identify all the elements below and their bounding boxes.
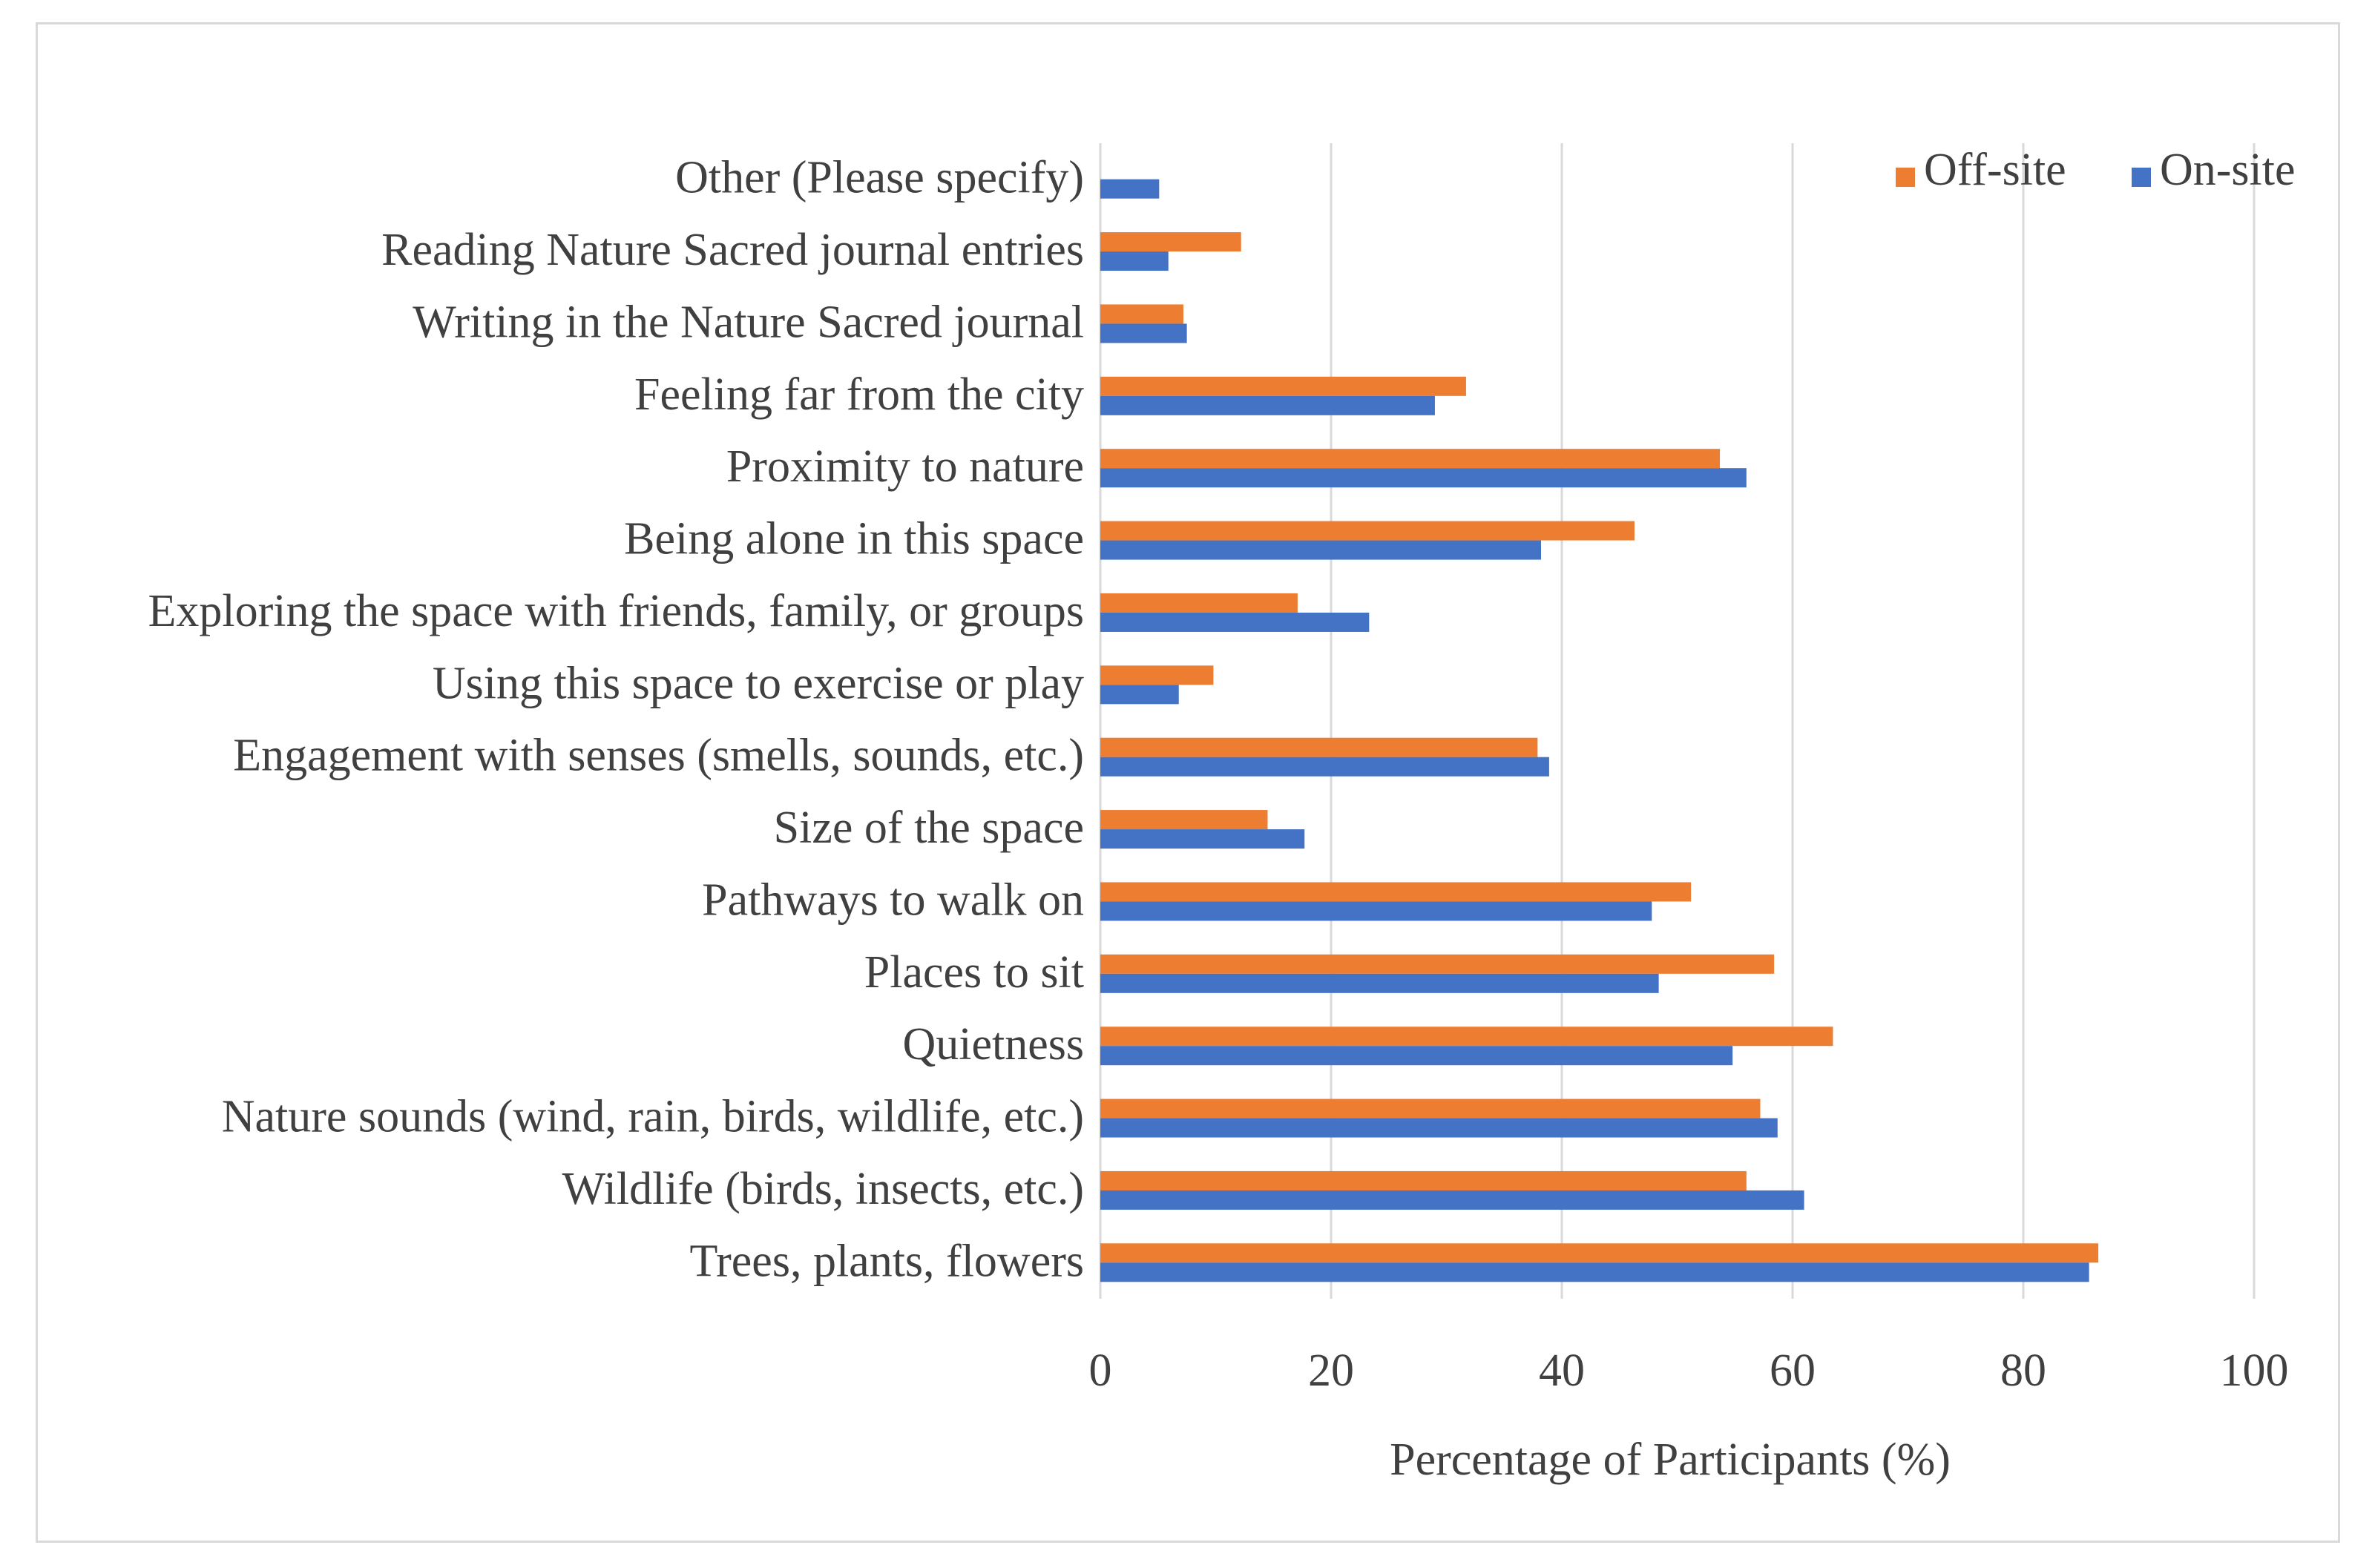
x-tick-label-40: 40 bbox=[1539, 1345, 1585, 1396]
legend: Off-site On-site bbox=[1896, 145, 2296, 195]
bar-off-site-size-of-the-space bbox=[1100, 810, 1268, 830]
bar-on-site-places-to-sit bbox=[1100, 973, 1659, 993]
category-label-writing-in-the-nature-sacred-journal: Writing in the Nature Sacred journal bbox=[413, 297, 1084, 347]
bar-off-site-nature-sounds-wind-rain-birds-wildlife-etc bbox=[1100, 1098, 1761, 1119]
bar-off-site-using-this-space-to-exercise-or-play bbox=[1100, 665, 1214, 685]
bar-on-site-proximity-to-nature bbox=[1100, 468, 1747, 488]
category-label-places-to-sit: Places to sit bbox=[864, 947, 1084, 998]
bar-on-site-being-alone-in-this-space bbox=[1100, 540, 1542, 560]
category-label-exploring-the-space-with-friends-family-or-groups: Exploring the space with friends, family… bbox=[148, 586, 1084, 636]
legend-swatch-on-site bbox=[2132, 168, 2151, 187]
bar-off-site-trees-plants-flowers bbox=[1100, 1243, 2099, 1263]
x-tick-label-60: 60 bbox=[1770, 1345, 1816, 1396]
x-tick-label-100: 100 bbox=[2220, 1345, 2289, 1396]
bar-off-site-being-alone-in-this-space bbox=[1100, 521, 1635, 541]
bar-off-site-engagement-with-senses-smells-sounds-etc bbox=[1100, 737, 1538, 757]
bar-on-site-writing-in-the-nature-sacred-journal bbox=[1100, 323, 1187, 343]
legend-swatch-off-site bbox=[1896, 168, 1915, 187]
bar-chart: Trees, plants, flowers Wildlife (birds, i… bbox=[148, 143, 2296, 1485]
chart-frame: Trees, plants, flowers Wildlife (birds, i… bbox=[36, 22, 2340, 1543]
bar-off-site-quietness bbox=[1100, 1027, 1833, 1047]
category-label-feeling-far-from-the-city: Feeling far from the city bbox=[634, 369, 1084, 420]
bar-off-site-writing-in-the-nature-sacred-journal bbox=[1100, 304, 1183, 324]
bar-on-site-wildlife-birds-insects-etc bbox=[1100, 1190, 1804, 1210]
category-label-wildlife-birds-insects-etc: Wildlife (birds, insects, etc.) bbox=[562, 1164, 1084, 1214]
bar-on-site-pathways-to-walk-on bbox=[1100, 901, 1652, 921]
category-label-other-please-specify: Other (Please specify) bbox=[675, 153, 1084, 203]
category-labels: Trees, plants, flowers Wildlife (birds, i… bbox=[148, 153, 1084, 1287]
bar-off-site-feeling-far-from-the-city bbox=[1100, 376, 1466, 396]
bar-on-site-trees-plants-flowers bbox=[1100, 1262, 2089, 1282]
bar-off-site-wildlife-birds-insects-etc bbox=[1100, 1170, 1747, 1190]
category-label-using-this-space-to-exercise-or-play: Using this space to exercise or play bbox=[433, 658, 1084, 708]
category-label-size-of-the-space: Size of the space bbox=[774, 803, 1084, 853]
bar-on-site-size-of-the-space bbox=[1100, 829, 1305, 849]
bar-on-site-feeling-far-from-the-city bbox=[1100, 395, 1435, 415]
category-label-trees-plants-flowers: Trees, plants, flowers bbox=[689, 1236, 1084, 1286]
category-label-engagement-with-senses-smells-sounds-etc: Engagement with senses (smells, sounds, … bbox=[233, 731, 1084, 781]
category-label-being-alone-in-this-space: Being alone in this space bbox=[624, 514, 1084, 564]
x-tick-label-80: 80 bbox=[2000, 1345, 2046, 1396]
bar-on-site-quietness bbox=[1100, 1046, 1733, 1066]
bar-on-site-reading-nature-sacred-journal-entries bbox=[1100, 251, 1169, 271]
category-label-quietness: Quietness bbox=[902, 1019, 1084, 1070]
legend-label-off-site: Off-site bbox=[1924, 145, 2066, 195]
bar-off-site-proximity-to-nature bbox=[1100, 449, 1721, 469]
category-label-proximity-to-nature: Proximity to nature bbox=[726, 441, 1084, 492]
bars bbox=[1100, 179, 2099, 1282]
bar-on-site-engagement-with-senses-smells-sounds-etc bbox=[1100, 757, 1549, 777]
bar-off-site-reading-nature-sacred-journal-entries bbox=[1100, 232, 1241, 252]
bar-off-site-pathways-to-walk-on bbox=[1100, 882, 1692, 902]
bar-on-site-exploring-the-space-with-friends-family-or-groups bbox=[1100, 612, 1370, 632]
bar-off-site-places-to-sit bbox=[1100, 954, 1775, 974]
x-axis-title: Percentage of Participants (%) bbox=[1390, 1434, 1951, 1485]
bar-on-site-using-this-space-to-exercise-or-play bbox=[1100, 685, 1179, 705]
category-label-nature-sounds-wind-rain-birds-wildlife-etc: Nature sounds (wind, rain, birds, wildli… bbox=[222, 1092, 1084, 1142]
x-tick-label-20: 20 bbox=[1308, 1345, 1354, 1396]
x-tick-label-0: 0 bbox=[1089, 1345, 1112, 1396]
legend-label-on-site: On-site bbox=[2160, 145, 2296, 195]
bar-on-site-other-please-specify bbox=[1100, 179, 1160, 199]
x-tick-labels: 0 20 40 60 80 100 bbox=[1089, 1345, 2289, 1396]
category-label-pathways-to-walk-on: Pathways to walk on bbox=[702, 874, 1084, 925]
bar-on-site-nature-sounds-wind-rain-birds-wildlife-etc bbox=[1100, 1118, 1778, 1138]
bar-off-site-exploring-the-space-with-friends-family-or-groups bbox=[1100, 593, 1298, 613]
category-label-reading-nature-sacred-journal-entries: Reading Nature Sacred journal entries bbox=[381, 225, 1084, 275]
